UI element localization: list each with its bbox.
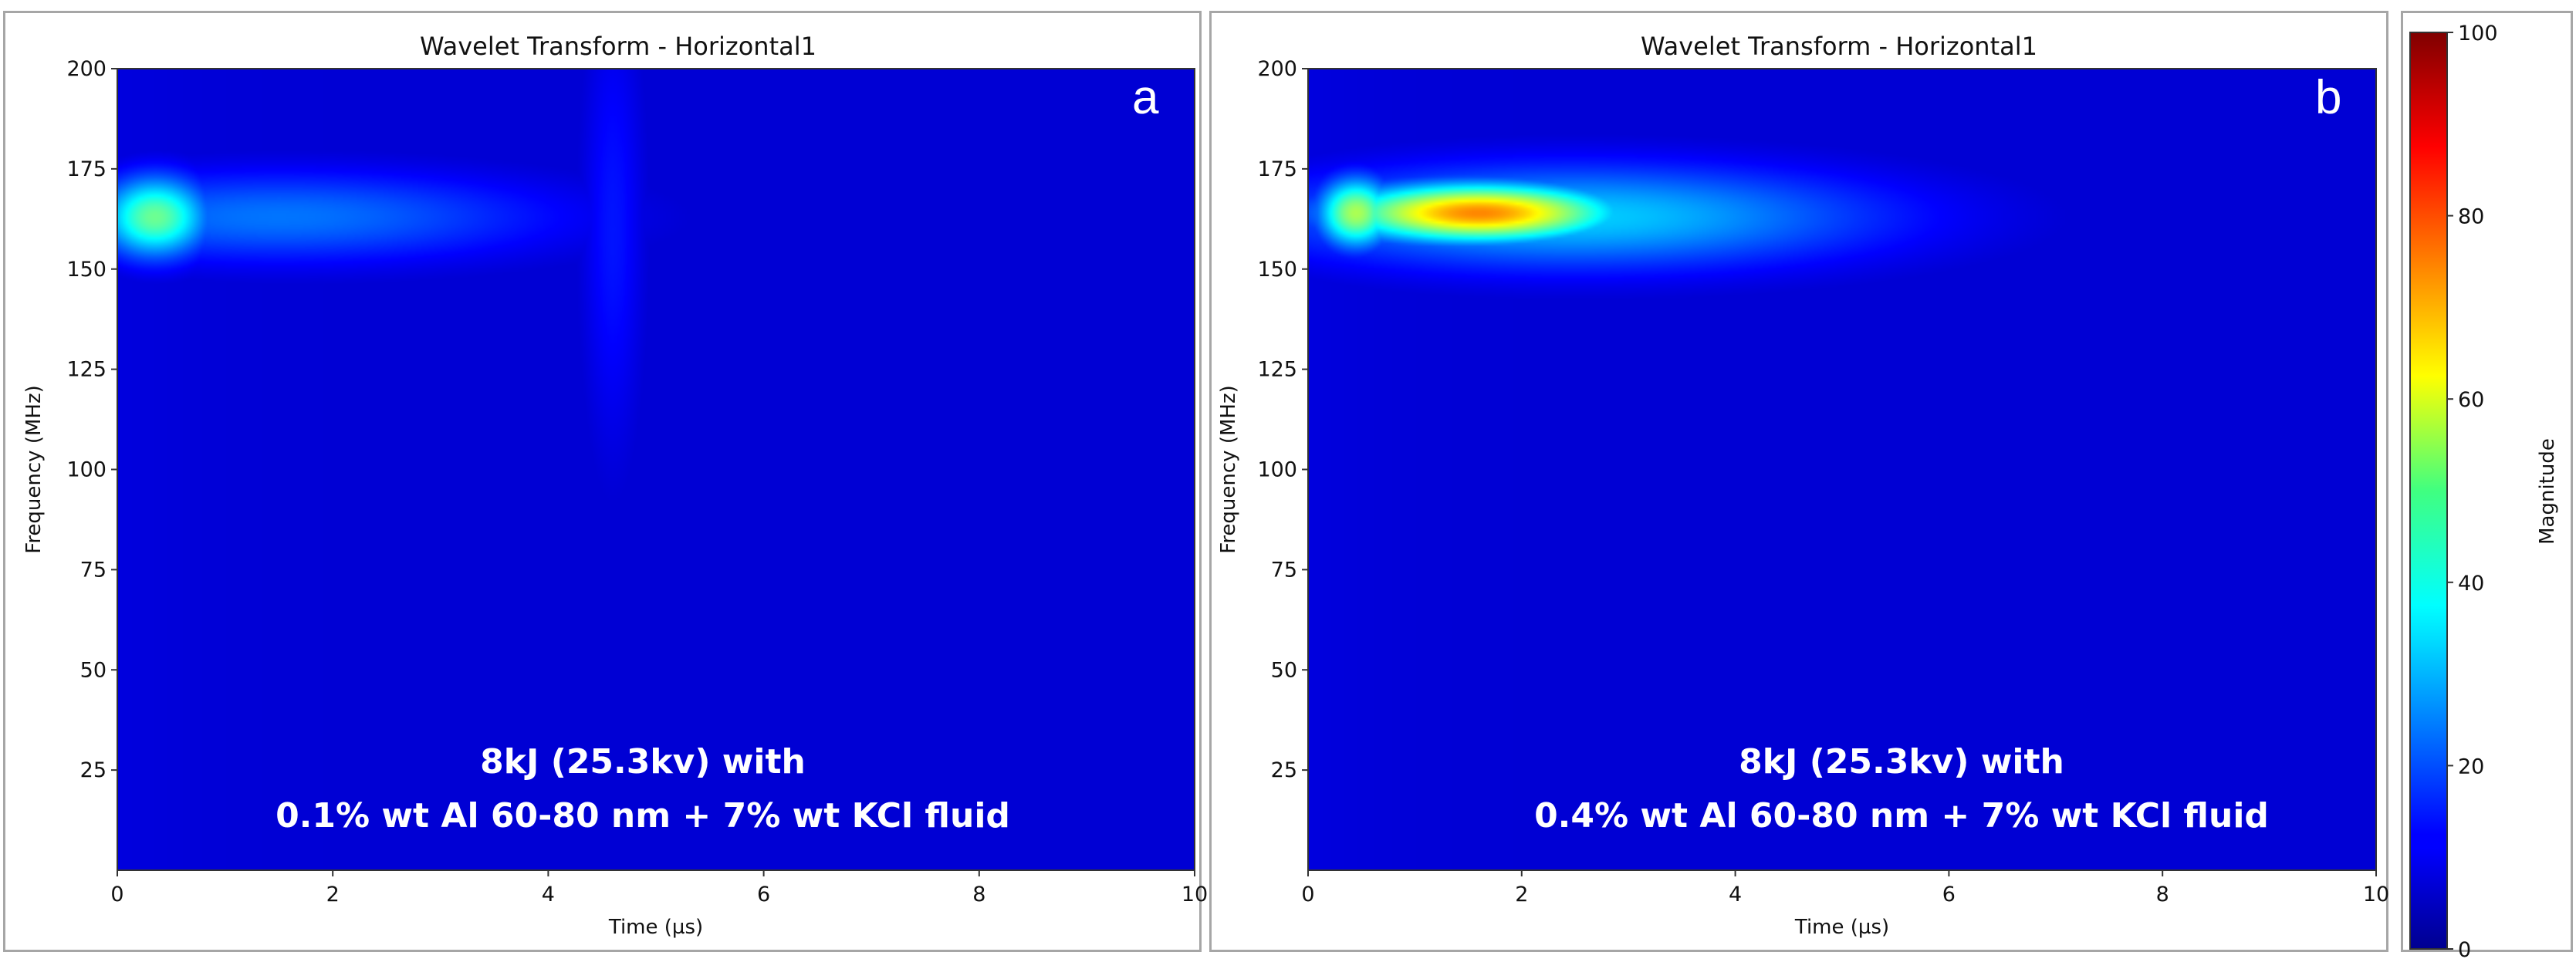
y-tick-label: 50	[80, 658, 106, 682]
panel-letter-a: a	[1132, 71, 1159, 124]
chart-b-svg: Wavelet Transform - Horizontal1 25 50 75 10…	[1217, 32, 2389, 939]
x-axis-label-a: Time (µs)	[608, 916, 703, 939]
colorbar-tick-label: 40	[2458, 572, 2484, 596]
colorbar-tick-label: 60	[2458, 388, 2484, 412]
y-tick-label: 25	[80, 758, 106, 782]
chart-b-title: Wavelet Transform - Horizontal1	[1641, 32, 2037, 61]
heatmap-a	[117, 69, 1195, 870]
colorbar-svg: 0 20 40 60 80 100 Magnitude	[2409, 22, 2559, 962]
chart-a-title: Wavelet Transform - Horizontal1	[420, 32, 816, 61]
annotation-a-line1: 8kJ (25.3kv) with	[480, 742, 806, 782]
x-tick-label: 2	[1515, 883, 1528, 907]
panel-b: Wavelet Transform - Horizontal1 25 50 75 10…	[1209, 11, 2389, 952]
x-ticks-b: 0 2 4 6 8 10	[1301, 870, 2389, 907]
x-tick-label: 0	[110, 883, 123, 907]
colorbar-label: Magnitude	[2536, 438, 2559, 545]
y-axis-label-b: Frequency (MHz)	[1217, 385, 1240, 554]
y-tick-label: 125	[1257, 358, 1297, 382]
annotation-b-line1: 8kJ (25.3kv) with	[1739, 742, 2064, 782]
y-tick-label: 50	[1271, 658, 1297, 682]
x-axis-label-b: Time (µs)	[1794, 916, 1889, 939]
colorbar-ticks: 0 20 40 60 80 100	[2447, 22, 2498, 962]
x-tick-label: 10	[2363, 883, 2389, 907]
colorbar-gradient	[2409, 32, 2448, 950]
y-tick-label: 175	[66, 157, 106, 181]
y-tick-label: 200	[66, 57, 106, 81]
panel-letter-b: b	[2315, 71, 2341, 124]
y-tick-label: 150	[1257, 258, 1297, 282]
y-tick-label: 125	[66, 358, 106, 382]
x-tick-label: 2	[326, 883, 340, 907]
x-tick-label: 6	[1942, 883, 1956, 907]
y-tick-label: 75	[1271, 558, 1297, 582]
y-tick-label: 100	[1257, 458, 1297, 482]
colorbar-tick-label: 100	[2458, 22, 2498, 46]
colorbar-tick-label: 80	[2458, 205, 2484, 229]
colorbar-box: 0 20 40 60 80 100 Magnitude	[2401, 11, 2573, 962]
x-tick-label: 0	[1301, 883, 1314, 907]
x-ticks-a: 0 2 4 6 8 10	[110, 870, 1208, 907]
y-tick-label: 75	[80, 558, 106, 582]
y-ticks-a: 25 50 75 100 125 150 175 200	[66, 57, 117, 782]
panel-a: Wavelet Transform - Horizontal1 25 50 75 10…	[3, 11, 1208, 952]
x-tick-label: 4	[1729, 883, 1742, 907]
y-tick-label: 200	[1257, 57, 1297, 81]
chart-a-svg: Wavelet Transform - Horizontal1 25 50 75 10…	[22, 32, 1208, 939]
annotation-a-line2: 0.1% wt Al 60-80 nm + 7% wt KCl fluid	[276, 796, 1010, 836]
annotation-b-line2: 0.4% wt Al 60-80 nm + 7% wt KCl fluid	[1534, 796, 2269, 836]
y-tick-label: 25	[1271, 758, 1297, 782]
y-axis-label-a: Frequency (MHz)	[22, 385, 46, 554]
colorbar-tick-label: 20	[2458, 755, 2484, 778]
y-tick-label: 100	[66, 458, 106, 482]
heatmap-b	[1308, 69, 2376, 870]
y-tick-label: 175	[1257, 157, 1297, 181]
y-ticks-b: 25 50 75 100 125 150 175 200	[1257, 57, 1308, 782]
x-tick-label: 8	[2156, 883, 2169, 907]
colorbar-tick-label: 0	[2458, 938, 2471, 962]
x-tick-label: 6	[757, 883, 770, 907]
x-tick-label: 4	[542, 883, 555, 907]
x-tick-label: 10	[1182, 883, 1208, 907]
x-tick-label: 8	[972, 883, 985, 907]
y-tick-label: 150	[66, 258, 106, 282]
